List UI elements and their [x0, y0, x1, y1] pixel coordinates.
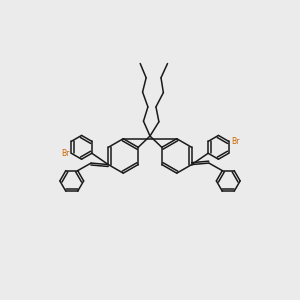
Text: Br: Br: [61, 149, 69, 158]
Text: Br: Br: [231, 137, 239, 146]
